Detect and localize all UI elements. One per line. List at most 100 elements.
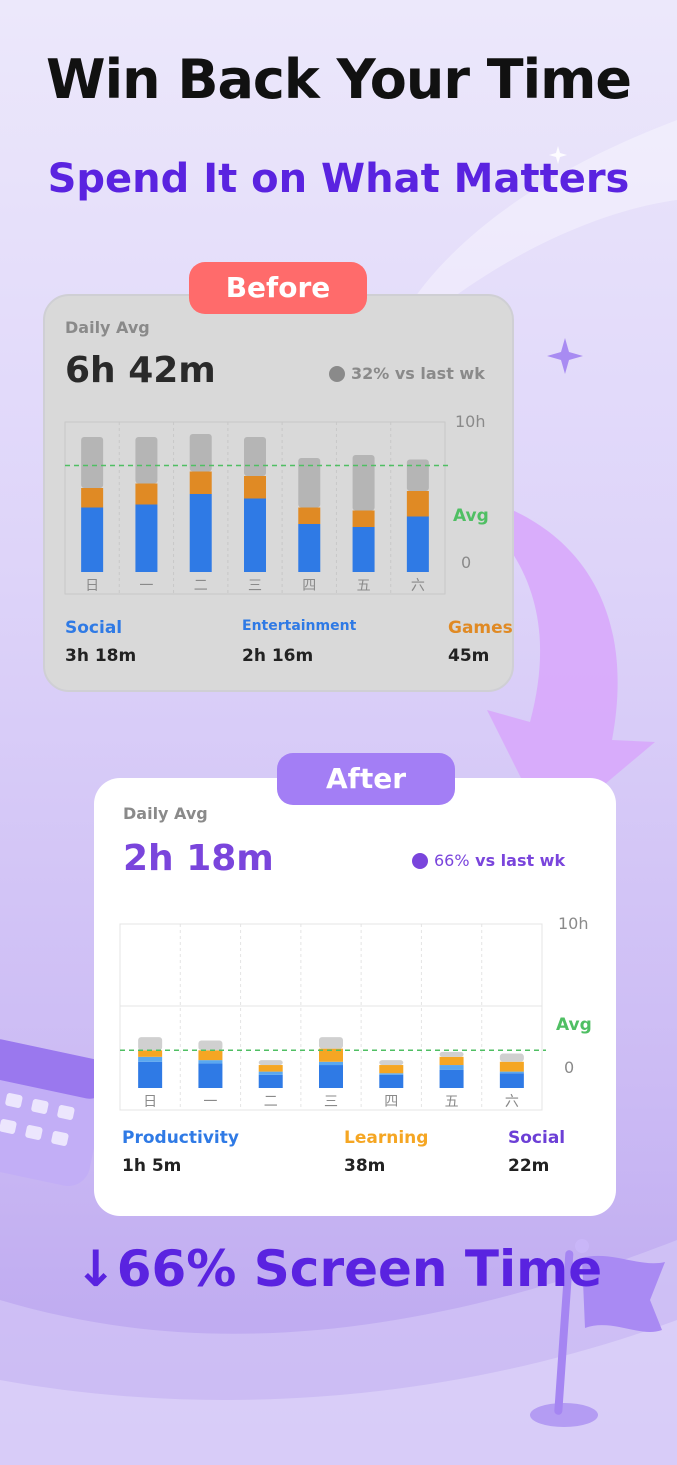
chart-grid xyxy=(119,923,543,1111)
footer-text: 66% Screen Time xyxy=(116,1240,603,1298)
bar-segment xyxy=(439,1051,464,1057)
bar-segment xyxy=(298,524,321,572)
daily-avg-label: Daily Avg xyxy=(123,804,208,823)
category-value: 1h 5m xyxy=(122,1156,182,1176)
footer-stat: ↓66% Screen Time xyxy=(0,1240,677,1298)
before-chart: 日 一 二 三 四 五 六 10h Avg 0 xyxy=(64,412,489,595)
y-tick-label: 0 xyxy=(564,1058,574,1077)
sparkle-icon xyxy=(549,146,567,164)
bar-segment xyxy=(352,455,375,511)
sparkle-icon xyxy=(547,338,583,374)
after-chart: 日 一 二 三 四 五 六 10h Avg 0 xyxy=(119,914,592,1111)
bar-segment xyxy=(244,437,266,476)
x-tick-label: 一 xyxy=(203,1094,217,1110)
bar-segment xyxy=(379,1074,404,1088)
bar-segment xyxy=(379,1060,404,1066)
bar-segment xyxy=(258,1071,283,1075)
calendar-icon xyxy=(0,1039,109,1187)
down-arrow-icon: ↓ xyxy=(74,1240,117,1298)
before-badge: Before xyxy=(189,262,367,314)
category-name: Games xyxy=(448,618,513,638)
y-tick-label: Avg xyxy=(556,1015,592,1035)
daily-avg-value: 2h 18m xyxy=(123,838,274,879)
y-tick-label: 10h xyxy=(455,412,486,431)
bar-segment xyxy=(138,1037,163,1051)
bar-segment xyxy=(81,488,104,508)
daily-avg-value: 6h 42m xyxy=(65,350,216,391)
before-card: Daily Avg 6h 42m 32% vs last wk 日 一 二 三 四 五 六 1… xyxy=(43,294,514,692)
bar-segment xyxy=(499,1053,524,1062)
chart-grid xyxy=(64,421,446,595)
bar-segment xyxy=(81,507,104,572)
bar-segment xyxy=(138,1050,163,1057)
bar-segment xyxy=(244,476,266,499)
category-name: Productivity xyxy=(122,1128,239,1148)
bar-segment xyxy=(499,1073,524,1088)
x-tick-label: 六 xyxy=(411,578,425,594)
bar-segment xyxy=(81,437,104,488)
bar-segment xyxy=(258,1060,283,1066)
comparison-text: 66% vs last wk xyxy=(434,851,566,870)
x-tick-label: 五 xyxy=(445,1094,459,1110)
x-tick-label: 二 xyxy=(194,578,208,594)
x-tick-label: 三 xyxy=(248,578,262,594)
bar-segment xyxy=(138,1061,163,1088)
bar-segment xyxy=(439,1056,464,1066)
after-badge: After xyxy=(277,753,455,805)
bar-segment xyxy=(439,1065,464,1070)
after-card: Daily Avg 2h 18m 66% vs last wk 日 一 二 三 四 五 六 1… xyxy=(94,778,616,1216)
bar-segment xyxy=(244,498,266,572)
bar-segment xyxy=(298,458,321,508)
category-name: Social xyxy=(65,618,123,638)
bar-segment xyxy=(258,1065,283,1072)
category-name: Entertainment xyxy=(242,618,357,634)
bar-segment xyxy=(135,483,158,505)
bar-segment xyxy=(138,1056,163,1062)
bar-segment xyxy=(135,437,158,484)
subheadline: Spend It on What Matters xyxy=(47,156,630,202)
y-tick-label: Avg xyxy=(453,506,489,526)
bar-segment xyxy=(198,1050,223,1061)
bar-segment xyxy=(319,1065,343,1088)
bar-segment xyxy=(319,1037,343,1049)
bar-segment xyxy=(198,1040,223,1051)
bar-segment xyxy=(406,516,429,572)
bar-segment xyxy=(198,1060,223,1064)
transition-arrow-icon xyxy=(452,492,655,832)
x-tick-label: 日 xyxy=(143,1094,157,1110)
bar-segment xyxy=(319,1048,343,1062)
bar-segment xyxy=(189,471,212,494)
bar-segment xyxy=(189,434,212,472)
category-name: Social xyxy=(508,1128,566,1148)
bar-segment xyxy=(319,1061,343,1066)
category-name: Learning xyxy=(344,1128,429,1148)
y-tick-label: 10h xyxy=(558,914,589,933)
x-tick-label: 六 xyxy=(505,1094,519,1110)
flag-icon xyxy=(530,1239,665,1427)
bar-segment xyxy=(499,1071,524,1074)
bar-segment xyxy=(379,1065,404,1074)
comparison: 66% vs last wk xyxy=(412,851,565,870)
down-arrow-icon xyxy=(412,852,428,869)
bar-segment xyxy=(198,1063,223,1088)
x-tick-label: 四 xyxy=(384,1094,398,1110)
comparison: 32% vs last wk xyxy=(329,364,485,383)
bar-segment xyxy=(258,1074,283,1088)
bar-segment xyxy=(298,507,321,524)
x-tick-label: 一 xyxy=(139,578,153,594)
comparison-text: 32% vs last wk xyxy=(351,364,485,383)
headline: Win Back Your Time xyxy=(46,48,632,111)
y-tick-label: 0 xyxy=(461,553,471,572)
daily-avg-label: Daily Avg xyxy=(65,318,150,337)
x-tick-label: 五 xyxy=(357,578,371,594)
bar-segment xyxy=(352,510,375,527)
bar-segment xyxy=(135,504,158,572)
x-tick-label: 日 xyxy=(85,578,99,594)
x-tick-label: 四 xyxy=(302,578,316,594)
bar-segment xyxy=(352,527,375,572)
category-value: 45m xyxy=(448,646,490,666)
x-tick-label: 二 xyxy=(264,1094,278,1110)
x-tick-label: 三 xyxy=(324,1094,338,1110)
category-value: 22m xyxy=(508,1156,550,1176)
